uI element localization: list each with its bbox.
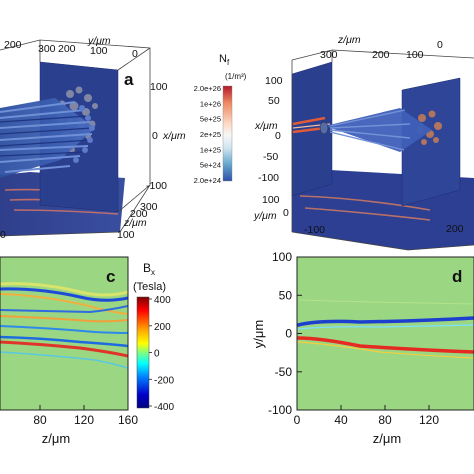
panel-b-x-axis-label: x/μm [254, 120, 278, 132]
colorbar-nf-title: Nf [219, 53, 230, 67]
panel-d-xtick-3: 120 [419, 413, 439, 427]
panel-a-top-tick-3: 100 [90, 45, 108, 57]
panel-a-box-frame [0, 39, 151, 237]
panel-b-x-tick-1: 50 [268, 95, 280, 107]
colorbar-nf-tick-4: 1e+25 [200, 145, 221, 154]
panel-a-top-tick-1: 300 [38, 43, 56, 55]
panel-b-side-streaks [292, 116, 326, 134]
panel-b-floor-streaks [299, 195, 431, 221]
panel-b-top-tick-1: 200 [372, 49, 390, 61]
panel-c-xtick-2: 160 [118, 413, 138, 427]
panel-d-ytick-2: 0 [285, 327, 292, 341]
panel-a-x-tick-0: 100 [150, 81, 168, 93]
panel-d-xtick-0: 0 [294, 413, 301, 427]
colorbar-bx-title: Bx [143, 261, 155, 277]
panel-d-xtick-1: 40 [334, 413, 348, 427]
panel-a-filament-bundle [0, 98, 95, 178]
panel-a-label: a [124, 70, 134, 89]
panel-a-x-tick-2: -100 [146, 180, 167, 192]
panel-d-label: d [452, 267, 462, 286]
colorbar-nf-tick-1: 1e+26 [200, 99, 221, 108]
colorbar-nf-tick-5: 5e+24 [200, 161, 221, 170]
panel-d-xtick-2: 80 [378, 413, 392, 427]
colorbar-bx-unit: (Tesla) [133, 281, 166, 293]
colorbar-bx: Bx (Tesla) 400 200 0 -200 -400 [133, 261, 174, 413]
colorbar-bx-tick-1: 200 [154, 322, 171, 333]
panel-b-y-tick-1: 0 [283, 207, 289, 219]
panel-a-left-tick-0: 0 [0, 229, 6, 241]
panel-b: z/μm 300 200 100 0 100 50 x/μm 0 -50 -10… [253, 34, 474, 251]
panel-b-y-axis-label: y/μm [253, 210, 277, 222]
colorbar-bx-tick-0: 400 [154, 295, 171, 306]
panel-d-xlabel: z/μm [373, 431, 401, 446]
colorbar-nf-tick-0: 2.0e+26 [194, 84, 221, 93]
panel-b-top-tick-2: 100 [406, 49, 424, 61]
panel-b-back-plane-right [401, 77, 461, 207]
panel-b-x-tick-4: -100 [258, 172, 279, 184]
panel-b-x-tick-3: -50 [263, 151, 278, 163]
colorbar-bx-tick-2: 0 [154, 349, 160, 360]
panel-d-ytick-0: 100 [272, 250, 292, 264]
panel-c-xtick-0: 80 [33, 413, 47, 427]
colorbar-nf-tick-6: 2.0e+24 [194, 176, 221, 185]
colorbar-bx-tick-4: -400 [154, 402, 174, 413]
panel-d-ytick-4: -100 [268, 403, 292, 417]
panel-a-z-tick-1: 200 [130, 208, 148, 220]
panel-c-xtick-1: 120 [74, 413, 94, 427]
panel-b-x-tick-0: 100 [265, 75, 283, 87]
panel-d-ylabel: y/μm [251, 320, 266, 348]
panel-a-top-tick-0: 200 [4, 39, 22, 51]
colorbar-nf-tick-3: 2e+25 [200, 130, 221, 139]
panel-b-top-tick-3: 0 [437, 39, 443, 51]
panel-d-plot-area [297, 257, 474, 410]
panel-a-z-tick-0: 300 [140, 201, 158, 213]
panel-b-z-axis-label: z/μm [337, 34, 361, 46]
panel-b-x-tick-2: 0 [275, 130, 281, 142]
panel-b-filament-cone [325, 108, 432, 152]
panel-d-field-map [297, 299, 474, 359]
panel-c-xlabel: z/μm [42, 431, 70, 446]
panel-b-y-tick-2: -100 [304, 224, 325, 236]
panel-d-ytick-1: 50 [279, 288, 293, 302]
panel-b-z-tick-0: 200 [446, 223, 464, 235]
colorbar-nf-tick-2: 5e+25 [200, 115, 221, 124]
panel-d: d 0 40 80 120 100 50 0 -50 -100 y/μm z/μm [251, 250, 474, 446]
panel-b-top-tick-0: 300 [320, 49, 338, 61]
panel-a-top-tick-2: 200 [58, 43, 76, 55]
panel-a: 200 300 200 100 0 y/μm 100 0 x/μm -100 3… [0, 35, 186, 241]
panel-a-x-axis-label: x/μm [162, 130, 186, 142]
panel-a-top-tick-4: 0 [132, 48, 138, 60]
panel-c: c 80 120 160 z/μm [0, 256, 138, 446]
colorbar-nf: Nf (1/m³) 2.0e+26 1e+26 5e+25 2e+25 1e+25 5e+… [194, 53, 247, 185]
panel-a-z-axis-label: z/μm [123, 217, 147, 229]
panel-a-x-tick-1: 0 [152, 130, 158, 142]
colorbar-nf-bar [222, 85, 233, 182]
colorbar-nf-unit: (1/m³) [225, 72, 247, 81]
panel-b-box-frame [291, 49, 474, 251]
panel-d-ytick-3: -50 [275, 365, 293, 379]
colorbar-bx-tick-3: -200 [154, 375, 174, 386]
panel-a-y-axis-label: y/μm [87, 35, 111, 47]
panel-b-y-tick-0: 100 [262, 194, 280, 206]
panel-c-field-map [0, 282, 128, 369]
panel-a-z-tick-2: 100 [117, 229, 135, 241]
colorbar-bx-bar [136, 296, 150, 409]
panel-c-label: c [106, 267, 115, 286]
